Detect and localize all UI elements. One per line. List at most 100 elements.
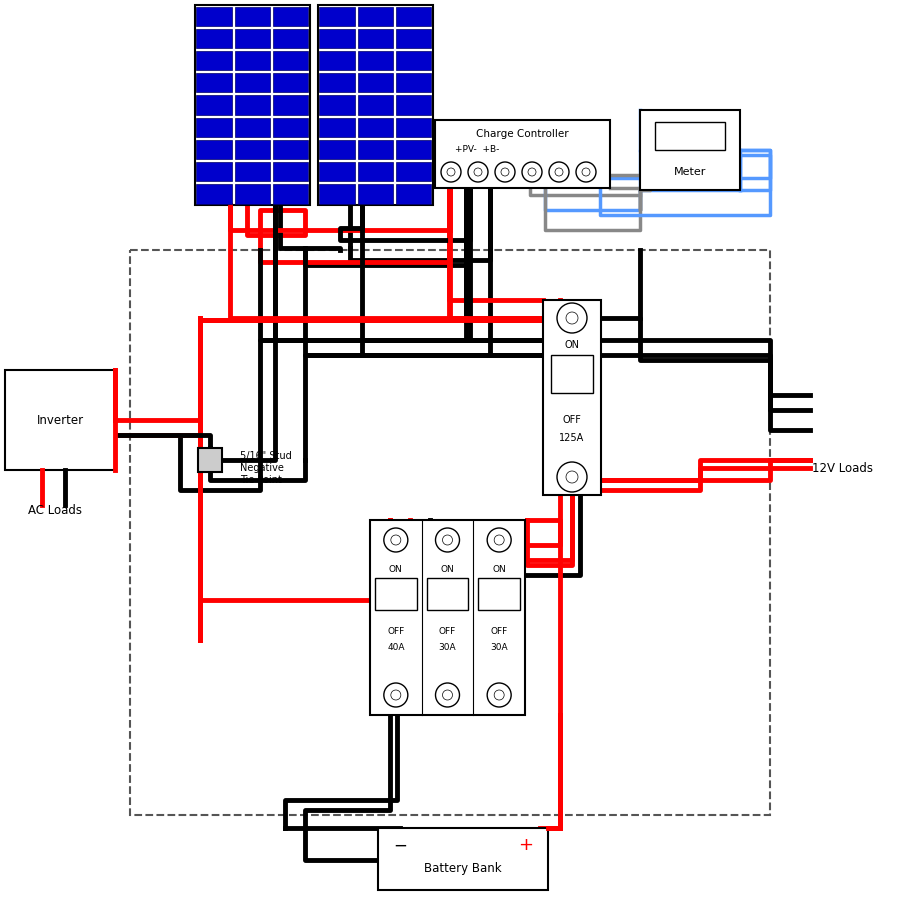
Bar: [396, 95, 431, 114]
Bar: [435, 120, 610, 188]
Bar: [396, 140, 431, 159]
Bar: [273, 6, 308, 26]
Circle shape: [493, 535, 503, 545]
Bar: [319, 51, 354, 70]
Bar: [273, 184, 308, 203]
Bar: [319, 184, 354, 203]
Circle shape: [435, 528, 459, 552]
Text: Battery Bank: Battery Bank: [424, 862, 502, 875]
Text: ON: ON: [389, 565, 402, 574]
Bar: [273, 118, 308, 137]
Bar: [235, 118, 270, 137]
Text: OFF: OFF: [562, 415, 581, 425]
Bar: [235, 140, 270, 159]
Bar: [198, 448, 222, 472]
Circle shape: [486, 528, 511, 552]
Bar: [357, 73, 392, 93]
Bar: [273, 95, 308, 114]
Text: 40A: 40A: [387, 644, 404, 652]
Bar: [319, 140, 354, 159]
Text: 12V Loads: 12V Loads: [811, 462, 872, 474]
Text: ON: ON: [440, 565, 454, 574]
Bar: [5, 370, 115, 470]
Bar: [374, 578, 416, 610]
Circle shape: [486, 683, 511, 707]
Text: AC Loads: AC Loads: [28, 503, 82, 517]
Circle shape: [557, 303, 586, 333]
Circle shape: [528, 168, 536, 176]
Bar: [235, 162, 270, 181]
Bar: [396, 162, 431, 181]
Text: +: +: [518, 836, 533, 854]
Circle shape: [557, 462, 586, 492]
Circle shape: [548, 162, 568, 182]
Bar: [396, 73, 431, 93]
Bar: [197, 184, 232, 203]
Text: 30A: 30A: [490, 644, 508, 652]
Circle shape: [467, 162, 487, 182]
Bar: [357, 29, 392, 48]
Bar: [273, 51, 308, 70]
Text: OFF: OFF: [490, 627, 507, 636]
Bar: [235, 51, 270, 70]
Circle shape: [435, 683, 459, 707]
Bar: [357, 140, 392, 159]
Circle shape: [501, 168, 509, 176]
Bar: [357, 162, 392, 181]
Text: −: −: [392, 836, 407, 854]
Bar: [130, 250, 769, 815]
Bar: [319, 118, 354, 137]
Circle shape: [566, 312, 577, 324]
Bar: [273, 162, 308, 181]
Bar: [542, 300, 601, 495]
Bar: [370, 520, 524, 715]
Bar: [197, 51, 232, 70]
Circle shape: [575, 162, 595, 182]
Bar: [235, 6, 270, 26]
Bar: [550, 355, 593, 393]
Circle shape: [383, 528, 408, 552]
Bar: [319, 95, 354, 114]
Bar: [478, 578, 520, 610]
Bar: [197, 140, 232, 159]
Bar: [396, 51, 431, 70]
Bar: [357, 95, 392, 114]
Text: OFF: OFF: [387, 627, 404, 636]
Text: OFF: OFF: [438, 627, 456, 636]
Circle shape: [582, 168, 589, 176]
Circle shape: [383, 683, 408, 707]
Bar: [319, 162, 354, 181]
Circle shape: [442, 690, 452, 700]
Bar: [396, 184, 431, 203]
Text: 125A: 125A: [558, 433, 584, 443]
Text: Charge Controller: Charge Controller: [475, 129, 568, 139]
Bar: [396, 6, 431, 26]
Bar: [235, 29, 270, 48]
Bar: [396, 29, 431, 48]
Bar: [197, 162, 232, 181]
Circle shape: [555, 168, 562, 176]
Text: 30A: 30A: [438, 644, 456, 652]
Text: +PV-  +B-: +PV- +B-: [455, 146, 499, 155]
Bar: [235, 73, 270, 93]
Bar: [640, 110, 739, 190]
Bar: [235, 95, 270, 114]
Bar: [319, 29, 354, 48]
Bar: [319, 73, 354, 93]
Circle shape: [391, 690, 400, 700]
Bar: [357, 118, 392, 137]
Circle shape: [391, 535, 400, 545]
Bar: [273, 73, 308, 93]
Bar: [197, 29, 232, 48]
Bar: [197, 118, 232, 137]
Circle shape: [442, 535, 452, 545]
Text: Meter: Meter: [673, 167, 705, 177]
Bar: [273, 140, 308, 159]
Circle shape: [446, 168, 455, 176]
Bar: [318, 5, 433, 205]
Bar: [197, 73, 232, 93]
Bar: [197, 95, 232, 114]
Text: Inverter: Inverter: [36, 413, 84, 427]
Bar: [378, 828, 548, 890]
Bar: [357, 184, 392, 203]
